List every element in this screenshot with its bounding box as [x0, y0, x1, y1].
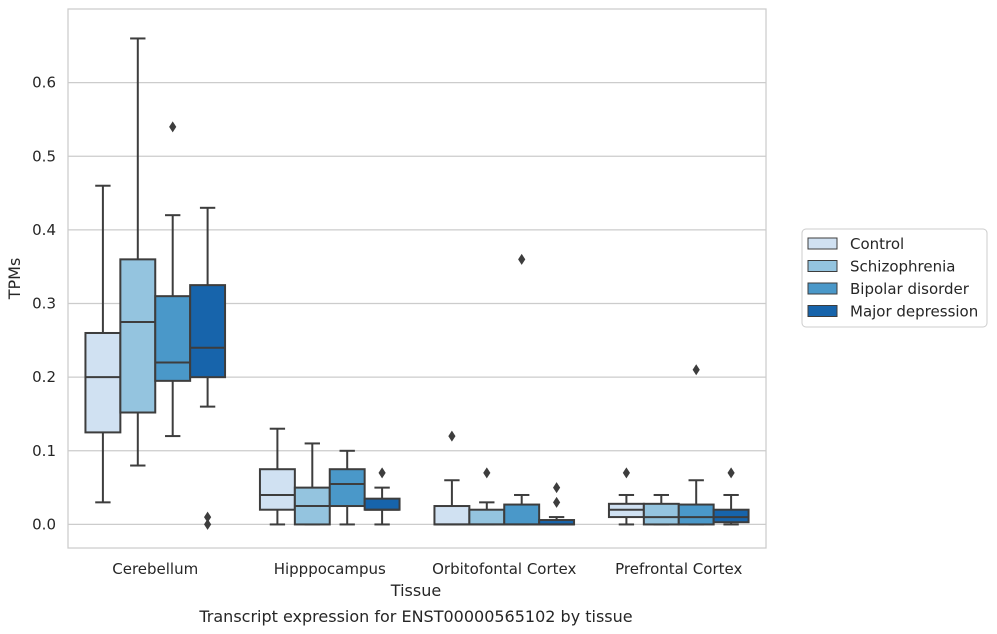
outlier-point [378, 467, 386, 479]
box-0-3 [189, 206, 227, 530]
legend-label: Schizophrenia [850, 258, 955, 276]
outlier-point [692, 364, 700, 376]
box-3-3 [712, 467, 750, 526]
box-0-1 [119, 37, 157, 467]
legend: Control Schizophrenia Bipolar disorder Majo… [801, 228, 988, 328]
box-iqr [363, 497, 401, 511]
legend-label: Major depression [850, 303, 978, 321]
outlier-point [553, 496, 561, 508]
box-1-1 [293, 442, 331, 526]
outlier-point [727, 467, 735, 479]
box-iqr [189, 284, 227, 379]
outlier-point [553, 482, 561, 494]
box-3-2 [677, 364, 715, 526]
x-tick-label: Hipppocampus [274, 560, 386, 578]
box-iqr [328, 468, 366, 508]
legend-label: Control [850, 235, 904, 253]
box-iqr [154, 295, 192, 382]
outlier-point [622, 467, 630, 479]
legend-swatch [807, 237, 838, 250]
x-axis-label: Tissue [390, 581, 441, 600]
legend-swatch [807, 305, 838, 317]
outlier-point [169, 121, 177, 133]
box-0-0 [84, 184, 122, 504]
y-tick-label: 0.4 [32, 221, 56, 239]
boxes [84, 37, 750, 530]
box-2-0 [433, 430, 471, 526]
box-iqr [468, 508, 506, 526]
outlier-point [204, 518, 212, 530]
box-iqr [642, 502, 680, 526]
box-1-0 [258, 427, 296, 526]
y-tick-label: 0.3 [32, 295, 56, 313]
y-axis-label: TPMs [5, 258, 24, 301]
outlier-point [448, 430, 456, 442]
legend-swatch [807, 260, 838, 272]
y-tick-label: 0.5 [32, 147, 56, 165]
plot-frame [67, 8, 767, 549]
box-iqr [119, 258, 157, 414]
box-0-2 [154, 121, 192, 438]
x-tick-label: Cerebellum [112, 560, 198, 578]
box-1-2 [328, 449, 366, 526]
x-tick-label: Orbitofontal Cortex [432, 560, 576, 578]
box-2-1 [468, 467, 506, 526]
y-tick-label: 0.6 [32, 74, 56, 92]
y-tick-label: 0.1 [32, 442, 56, 460]
tick-labels: 0.0 0.1 0.2 0.3 0.4 0.5 0.6 Cerebellum Hipppocam… [32, 74, 742, 578]
legend-label: Bipolar disorder [850, 280, 970, 298]
x-tick-label: Prefrontal Cortex [615, 560, 742, 578]
box-iqr [677, 503, 715, 526]
chart-title: Transcript expression for ENST0000056510… [198, 607, 632, 626]
legend-swatch [807, 282, 838, 295]
outlier-point [204, 511, 212, 523]
box-3-0 [607, 467, 645, 526]
box-2-2 [503, 253, 541, 526]
box-3-1 [642, 493, 680, 526]
box-iqr [258, 468, 296, 511]
box-iqr [84, 331, 122, 434]
y-tick-label: 0.0 [32, 515, 56, 533]
y-tick-label: 0.2 [32, 368, 56, 386]
box-iqr [433, 505, 471, 526]
box-2-3 [538, 482, 576, 526]
outlier-point [483, 467, 491, 479]
box-1-3 [363, 467, 401, 526]
outlier-point [518, 253, 526, 265]
box-iqr [712, 508, 750, 524]
box-iqr [503, 503, 541, 526]
legend-frame [801, 228, 988, 328]
